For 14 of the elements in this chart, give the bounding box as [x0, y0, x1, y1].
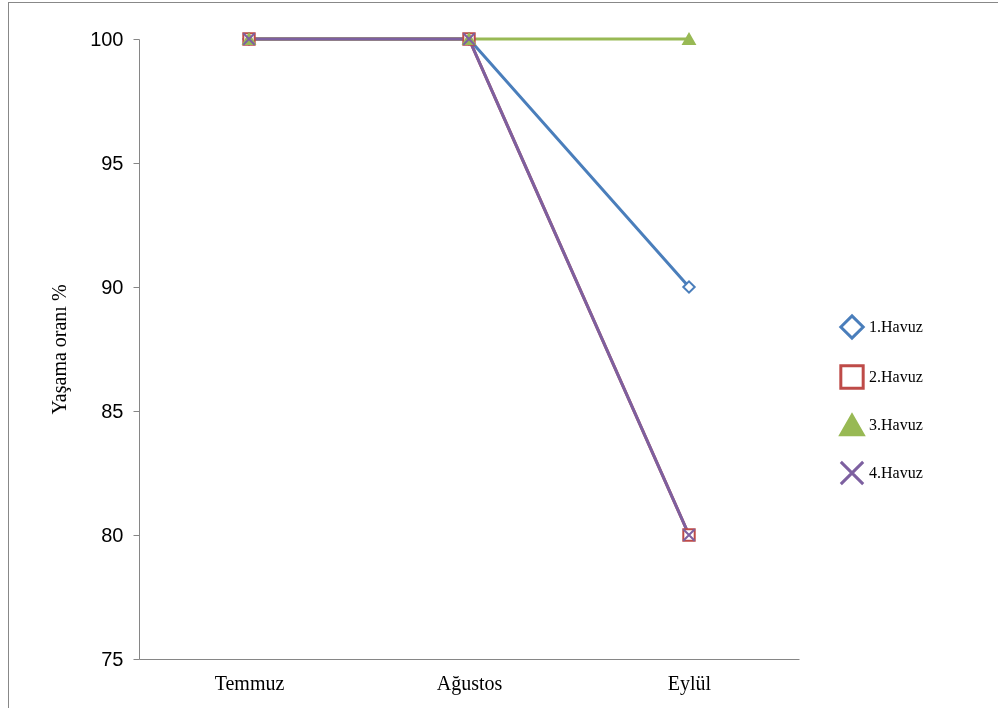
legend-label: 1.Havuz	[869, 318, 923, 335]
y-tick-label: 80	[101, 523, 124, 546]
x-tick-label: Ağustos	[436, 671, 503, 695]
x-tick-label: Temmuz	[214, 671, 285, 694]
y-tick-label: 95	[101, 151, 124, 174]
y-tick-label: 100	[90, 27, 124, 50]
y-tick-label: 75	[101, 647, 124, 670]
y-tick-label: 90	[101, 275, 124, 298]
legend-label: 2.Havuz	[869, 368, 923, 385]
y-axis-title: Yaşama oranı %	[48, 284, 72, 415]
y-tick-label: 85	[101, 399, 124, 422]
x-tick-label: Eylül	[667, 671, 712, 695]
legend-label: 3.Havuz	[869, 416, 923, 433]
legend-label: 4.Havuz	[869, 464, 923, 481]
